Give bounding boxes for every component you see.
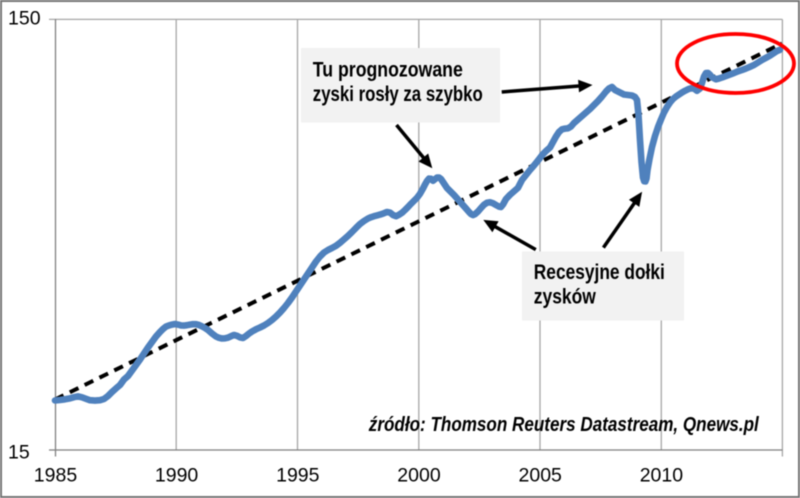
- svg-text:2010: 2010: [640, 465, 684, 487]
- svg-text:2005: 2005: [519, 465, 563, 487]
- svg-text:zysków: zysków: [534, 285, 597, 308]
- svg-text:zyski rosły za szybko: zyski rosły za szybko: [313, 83, 483, 106]
- svg-text:Tu prognozowane: Tu prognozowane: [313, 59, 463, 82]
- svg-text:1990: 1990: [155, 465, 199, 487]
- svg-text:1995: 1995: [276, 465, 320, 487]
- svg-text:150: 150: [8, 8, 41, 30]
- svg-text:15: 15: [8, 441, 30, 463]
- svg-text:2000: 2000: [397, 465, 441, 487]
- svg-text:1985: 1985: [34, 465, 78, 487]
- svg-text:źródło: Thomson Reuters Datast: źródło: Thomson Reuters Datastream, Qnew…: [368, 414, 759, 436]
- svg-text:Recesyjne dołki: Recesyjne dołki: [534, 261, 665, 284]
